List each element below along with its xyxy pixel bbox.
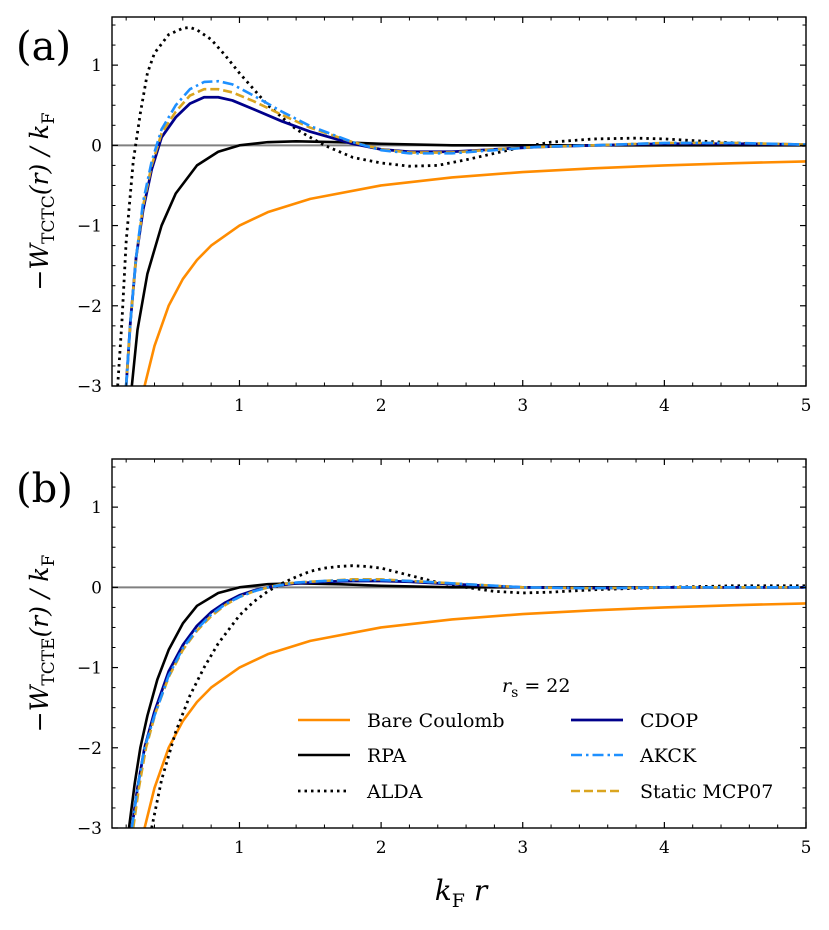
- x-tick-label: 2: [376, 838, 387, 858]
- series-line-bare-coulomb: [143, 602, 806, 828]
- series-line-static-mcp07: [124, 87, 806, 386]
- axes-frame: [111, 16, 807, 387]
- x-tick-label: 5: [801, 396, 812, 416]
- axes-frame: [111, 458, 807, 829]
- series-line-alda: [116, 26, 806, 386]
- x-tick-label: 5: [801, 838, 812, 858]
- legend-label: ALDA: [366, 781, 423, 803]
- legend-label: Bare Coulomb: [367, 710, 505, 732]
- y-tick-label: −2: [77, 739, 102, 759]
- series-line-rpa: [127, 582, 806, 828]
- x-tick-label: 4: [659, 396, 670, 416]
- plot-area: [116, 26, 806, 386]
- legend: Bare Coulomb RPA ALDA CDOP AKCK Static MCP07: [298, 710, 773, 803]
- panel-a: 1 2 3 4 5 −3 −2 −1 0 1 (a) −WTCTC(r) / kF: [16, 16, 812, 416]
- series-line-akck: [124, 79, 806, 386]
- y-tick-label: −1: [77, 659, 102, 679]
- series-line-alda: [150, 564, 806, 828]
- x-tick-label: 4: [659, 838, 670, 858]
- y-axis-label: −WTCTC(r) / kF: [25, 112, 59, 290]
- y-tick-label: 1: [91, 498, 102, 518]
- legend-label: AKCK: [639, 745, 697, 767]
- y-tick-label: 0: [91, 136, 102, 156]
- plot-area: [127, 564, 806, 828]
- x-tick-label: 1: [234, 838, 245, 858]
- x-tick-label: 2: [376, 396, 387, 416]
- panel-label: (a): [16, 24, 71, 70]
- series-line-bare-coulomb: [143, 160, 806, 386]
- y-tick-label: −3: [77, 819, 102, 839]
- x-tick-label: 3: [517, 838, 528, 858]
- y-tick-label: −3: [77, 377, 102, 397]
- y-tick-label: −1: [77, 217, 102, 237]
- panel-label: (b): [16, 466, 73, 512]
- rs-annotation: rs = 22: [502, 675, 570, 701]
- y-tick-label: −2: [77, 297, 102, 317]
- legend-label: CDOP: [640, 710, 698, 732]
- legend-label: Static MCP07: [640, 781, 773, 803]
- x-axis-label: kF r: [435, 874, 489, 912]
- legend-label: RPA: [367, 745, 406, 767]
- y-axis-label: −WTCTE(r) / kF: [25, 555, 59, 733]
- series-line-akck: [130, 578, 806, 828]
- y-tick-label: 0: [91, 578, 102, 598]
- series-line-cdop: [124, 95, 806, 386]
- panel-b: 1 2 3 4 5 −3 −2 −1 0 1 (b) −WTCTE(r) / kF kF r rs = 2…: [16, 458, 812, 912]
- y-tick-label: 1: [91, 56, 102, 76]
- x-tick-label: 1: [234, 396, 245, 416]
- x-tick-label: 3: [517, 396, 528, 416]
- series-line-rpa: [130, 140, 806, 386]
